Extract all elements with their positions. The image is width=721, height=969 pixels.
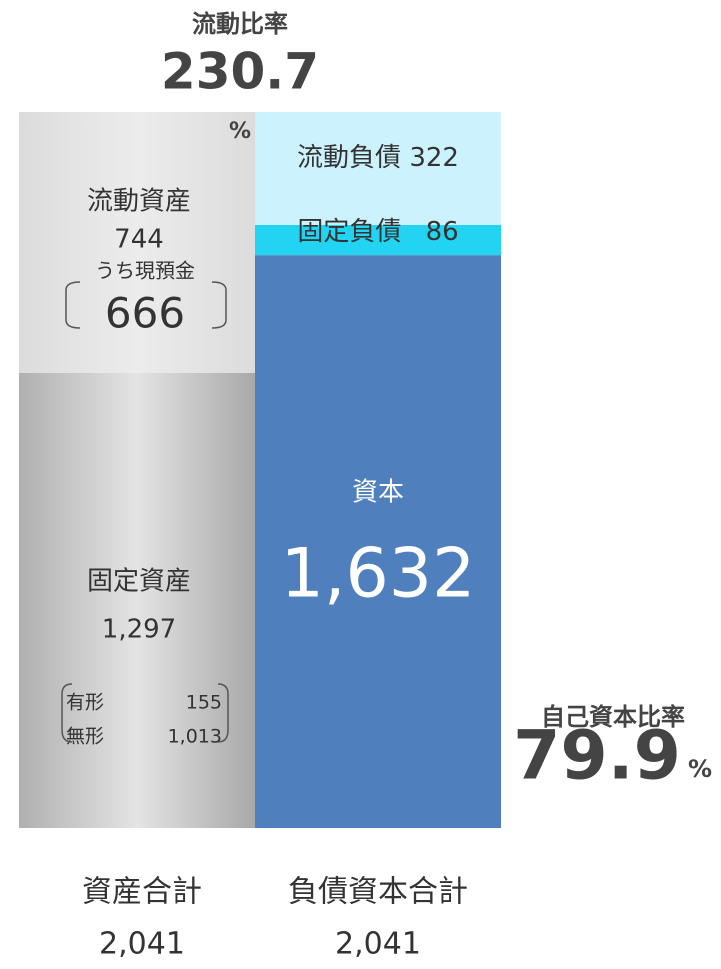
current-assets-block — [19, 112, 255, 374]
assets-total-label: 資産合計 — [82, 875, 202, 910]
label: 流動負債 — [297, 143, 401, 173]
equity-ratio-label: 自己資本比率 — [541, 703, 685, 731]
assets-total-value: 2,041 — [99, 927, 185, 962]
tangible-value: 155 — [186, 692, 222, 714]
value: 86 — [426, 217, 459, 247]
fixed-assets-block — [19, 373, 255, 828]
liabilities-total-value: 2,041 — [335, 927, 421, 962]
value: 322 — [409, 143, 459, 173]
equity-value: 1,632 — [281, 535, 476, 614]
current-ratio-unit: % — [229, 119, 251, 144]
fixed-liabilities: 固定負債 86 — [297, 217, 458, 247]
cash-value: 666 — [105, 289, 185, 338]
fixed-assets-label: 固定資産 — [87, 567, 191, 597]
equity-ratio-value: 79.9 — [513, 717, 681, 796]
bracket — [65, 281, 227, 329]
cash-label: うち現預金 — [95, 259, 195, 283]
current-ratio-label: 流動比率 — [192, 10, 288, 38]
tangible-label: 有形 — [66, 692, 104, 714]
bracket — [61, 683, 229, 743]
current-liabilities: 流動負債 322 — [297, 143, 459, 173]
current-liabilities-block — [255, 112, 501, 226]
fixed-liabilities-block — [255, 225, 501, 256]
blocks — [19, 112, 501, 828]
fixed-assets-value: 1,297 — [102, 615, 176, 645]
current-assets-value: 744 — [114, 225, 164, 255]
current-assets-label: 流動資産 — [87, 187, 191, 217]
equity-block — [255, 255, 501, 828]
equity-label: 資本 — [352, 478, 404, 508]
equity-ratio-unit: % — [688, 755, 712, 783]
current-ratio-value: 230.7 — [161, 43, 319, 101]
label: 固定負債 — [297, 217, 401, 247]
liabilities-total-label: 負債資本合計 — [288, 875, 468, 910]
intangible-value: 1,013 — [168, 726, 222, 748]
intangible-label: 無形 — [66, 726, 104, 748]
